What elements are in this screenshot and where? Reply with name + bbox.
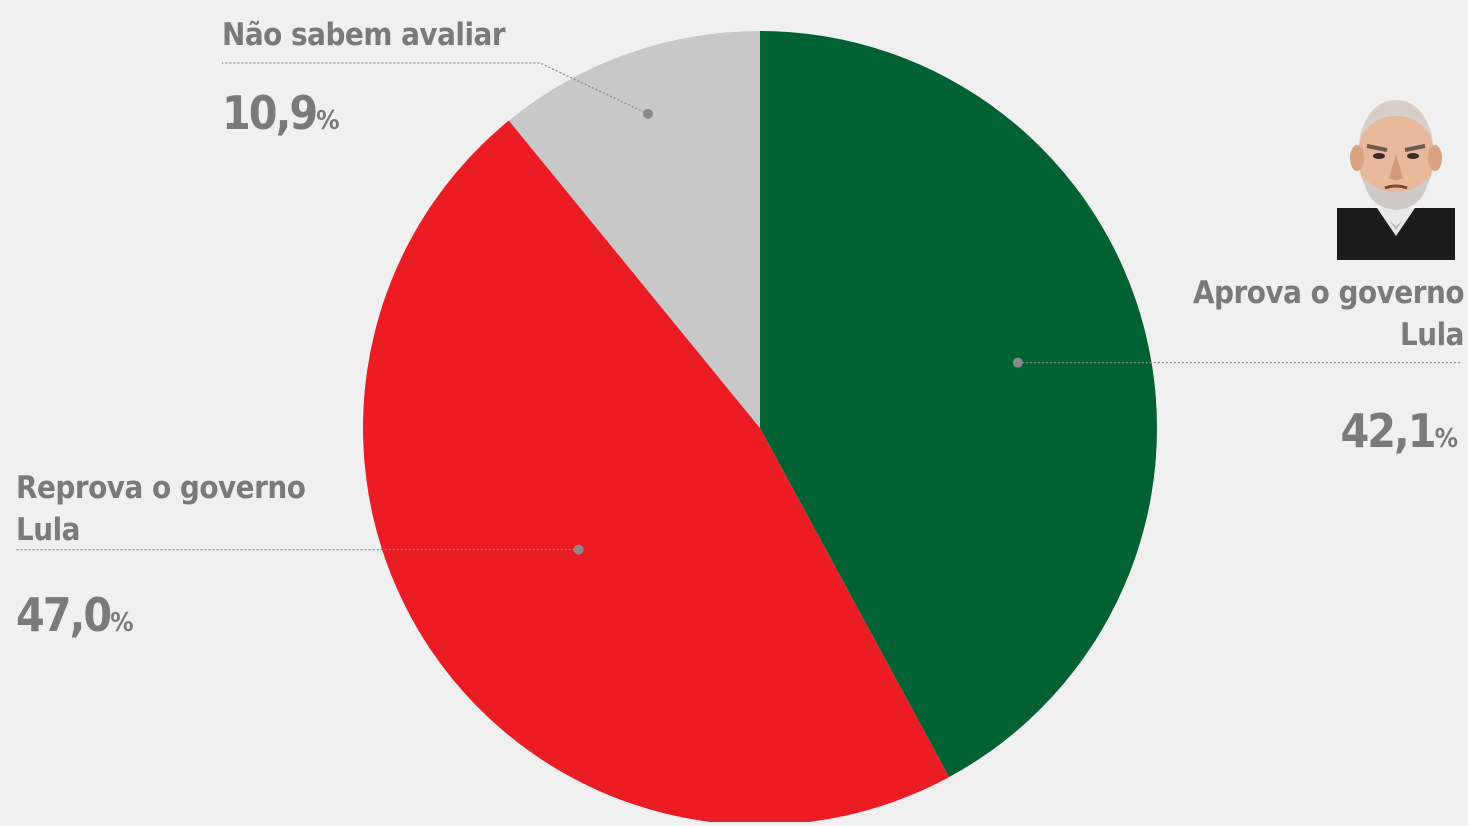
label-nao-sabem-avaliar: Não sabem avaliar [222, 17, 506, 53]
label-aprova-governo: Aprova o governo Lula [1192, 275, 1465, 353]
value-reprova-governo: 47,0% [16, 588, 134, 642]
leader-reprova-dot [573, 544, 584, 555]
lula-caricature-icon [1337, 100, 1455, 260]
value-aprova-governo: 42,1% [1340, 404, 1458, 458]
slice-aprova [760, 31, 1157, 778]
slice-reprova [363, 120, 950, 826]
label-reprova-governo: Reprova o governo Lula [16, 470, 306, 548]
leader-aprova-dot [1012, 357, 1023, 368]
leader-nao-sabem-dot [643, 108, 654, 119]
value-nao-sabem-avaliar: 10,9% [222, 86, 340, 140]
slice-nao-sabem [508, 31, 760, 428]
